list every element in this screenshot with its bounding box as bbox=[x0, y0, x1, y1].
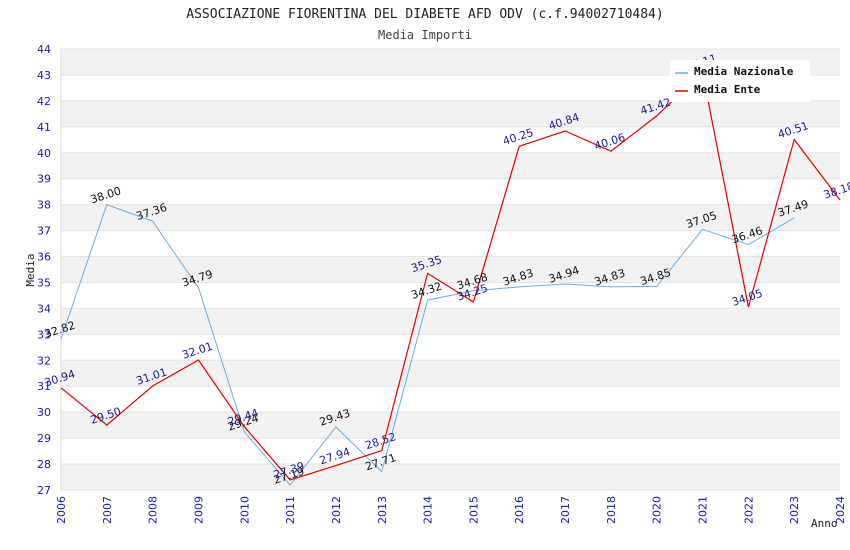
grid-band bbox=[61, 412, 840, 439]
y-tick-label: 44 bbox=[37, 43, 51, 56]
x-tick-label: 2007 bbox=[101, 496, 114, 524]
legend: Media Nazionale Media Ente bbox=[670, 60, 810, 102]
grid-band bbox=[61, 152, 840, 179]
grid-band bbox=[61, 256, 840, 283]
y-tick-label: 39 bbox=[37, 173, 51, 186]
x-tick-label: 2021 bbox=[697, 496, 710, 524]
series-line-media-ente bbox=[60, 70, 841, 481]
grid-band bbox=[61, 230, 840, 257]
y-tick-label: 33 bbox=[37, 328, 51, 341]
series-lines bbox=[60, 70, 841, 486]
y-tick-label: 40 bbox=[37, 147, 51, 160]
x-tick-label: 2018 bbox=[605, 496, 618, 524]
grid-band bbox=[61, 334, 840, 361]
x-axis-label: Anno bbox=[811, 517, 838, 530]
y-tick-label: 32 bbox=[37, 354, 51, 367]
y-tick-label: 30 bbox=[37, 406, 51, 419]
legend-box bbox=[670, 60, 810, 102]
grid-bands bbox=[60, 48, 840, 491]
x-tick-label: 2017 bbox=[559, 496, 572, 524]
x-tick-label: 2015 bbox=[467, 496, 480, 524]
x-axis-ticks: 2006 2007 2008 2009 2010 2011 2012 2013 2014 2015… bbox=[55, 496, 847, 524]
grid-band bbox=[61, 386, 840, 413]
chart-subtitle: Media Importi bbox=[378, 28, 472, 42]
x-tick-label: 2011 bbox=[284, 496, 297, 524]
y-tick-label: 27 bbox=[37, 484, 51, 497]
grid-band bbox=[61, 438, 840, 465]
grid-band bbox=[61, 100, 840, 127]
x-tick-label: 2020 bbox=[651, 496, 664, 524]
series-line-media-nazionale bbox=[60, 203, 795, 486]
y-tick-label: 38 bbox=[37, 199, 51, 212]
x-tick-label: 2010 bbox=[238, 496, 251, 524]
y-tick-label: 29 bbox=[37, 432, 51, 445]
legend-label-media-nazionale: Media Nazionale bbox=[694, 65, 794, 78]
grid-band bbox=[61, 464, 840, 490]
grid-band bbox=[61, 178, 840, 205]
x-tick-label: 2006 bbox=[55, 496, 68, 524]
x-tick-label: 2023 bbox=[788, 496, 801, 524]
grid-band bbox=[61, 360, 840, 387]
grid-band bbox=[61, 126, 840, 153]
grid-band bbox=[61, 308, 840, 335]
x-tick-label: 2024 bbox=[834, 496, 847, 524]
y-tick-label: 34 bbox=[37, 302, 51, 315]
grid-band bbox=[61, 204, 840, 231]
y-axis-ticks: 27 28 29 30 31 32 33 34 35 36 37 38 39 40 41 42 43 44 bbox=[37, 43, 51, 497]
y-tick-label: 37 bbox=[37, 225, 51, 238]
x-tick-label: 2016 bbox=[513, 496, 526, 524]
x-tick-label: 2012 bbox=[330, 496, 343, 524]
y-tick-label: 41 bbox=[37, 121, 51, 134]
x-tick-label: 2008 bbox=[147, 496, 160, 524]
y-tick-label: 31 bbox=[37, 380, 51, 393]
y-tick-label: 35 bbox=[37, 276, 51, 289]
y-tick-label: 36 bbox=[37, 251, 51, 264]
x-tick-label: 2009 bbox=[192, 496, 205, 524]
y-tick-label: 43 bbox=[37, 69, 51, 82]
y-axis-label: Media bbox=[24, 253, 37, 286]
legend-label-media-ente: Media Ente bbox=[694, 83, 761, 96]
chart-title: ASSOCIAZIONE FIORENTINA DEL DIABETE AFD … bbox=[186, 7, 663, 22]
x-tick-label: 2014 bbox=[422, 496, 435, 524]
x-tick-label: 2022 bbox=[742, 496, 755, 524]
y-tick-label: 42 bbox=[37, 95, 51, 108]
y-tick-label: 28 bbox=[37, 458, 51, 471]
x-tick-label: 2013 bbox=[376, 496, 389, 524]
